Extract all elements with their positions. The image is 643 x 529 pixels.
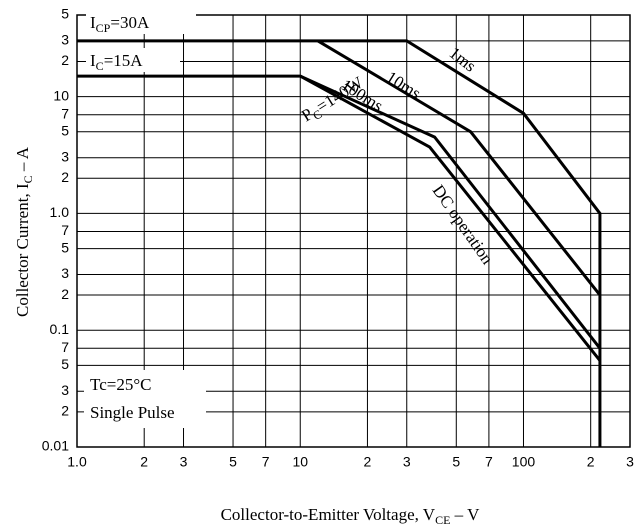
y-tick-label: 7: [61, 339, 69, 355]
x-tick-label: 3: [180, 454, 188, 470]
y-tick-label: 2: [61, 52, 69, 68]
label-bg: [86, 48, 180, 72]
axis-label-part: CE: [435, 513, 450, 527]
x-tick-label: 5: [452, 454, 460, 470]
series-label: 1ms: [446, 43, 480, 75]
y-tick-label: 10: [53, 87, 69, 103]
x-tick-label: 3: [626, 454, 634, 470]
x-tick-label: 2: [140, 454, 148, 470]
axis-label-part: Collector-to-Emitter Voltage, V: [221, 505, 436, 524]
y-tick-label: 0.1: [50, 321, 70, 337]
axis-label-part: – V: [450, 505, 480, 524]
y-tick-label: 0.01: [42, 438, 69, 454]
series-line: [77, 74, 602, 350]
x-tick-label: 7: [485, 454, 493, 470]
y-tick-label: 5: [61, 239, 69, 255]
y-tick-label: 2: [61, 286, 69, 302]
y-tick-label: 3: [61, 148, 69, 164]
series-label: 10ms: [383, 67, 424, 103]
x-tick-label: 7: [262, 454, 270, 470]
y-tick-label: 2: [61, 169, 69, 185]
annotation: IC=15A: [90, 51, 143, 73]
axis-label-part: Collector Current, I: [13, 183, 32, 317]
annotation-part: C: [96, 59, 104, 73]
axis-label-part: C: [21, 175, 35, 183]
lines: [77, 39, 602, 447]
y-axis-label: Collector Current, IC – A: [13, 146, 35, 317]
x-tick-label: 10: [292, 454, 308, 470]
label-bg: [84, 370, 206, 428]
series-label: DC operation: [429, 181, 498, 268]
x-tick-label: 1.0: [67, 454, 87, 470]
series-line: [299, 74, 602, 362]
x-tick-label: 3: [403, 454, 411, 470]
x-tick-label: 2: [364, 454, 372, 470]
plot-frame: [76, 14, 631, 448]
annotation: ICP=30A: [90, 13, 150, 35]
x-tick-label: 5: [229, 454, 237, 470]
y-tick-label: 7: [61, 222, 69, 238]
y-tick-label: 5: [61, 356, 69, 372]
y-tick-label: 1.0: [50, 204, 70, 220]
y-tick-label: 3: [61, 265, 69, 281]
annotation-part: I: [90, 13, 96, 32]
x-tick-label: 2: [587, 454, 595, 470]
series-line: [77, 39, 602, 447]
y-tick-label: 5: [61, 6, 69, 22]
y-tick-label: 7: [61, 105, 69, 121]
y-tick-label: 3: [61, 382, 69, 398]
annotation-part: =15A: [104, 51, 144, 70]
y-tick-label: 5: [61, 122, 69, 138]
y-tick-label: 3: [61, 32, 69, 48]
annotation-part: I: [90, 51, 96, 70]
x-tick-label: 100: [512, 454, 536, 470]
annotation-part: CP: [96, 21, 111, 35]
x-axis-label: Collector-to-Emitter Voltage, VCE – V: [221, 505, 481, 527]
y-tick-label: 2: [61, 403, 69, 419]
annotation: Tc=25°C: [90, 375, 151, 394]
axis-label-part: – A: [13, 146, 32, 175]
annotation-part: =30A: [110, 13, 150, 32]
annotation: Single Pulse: [90, 403, 175, 422]
series-line: [317, 39, 602, 296]
label-bg: [86, 8, 196, 34]
